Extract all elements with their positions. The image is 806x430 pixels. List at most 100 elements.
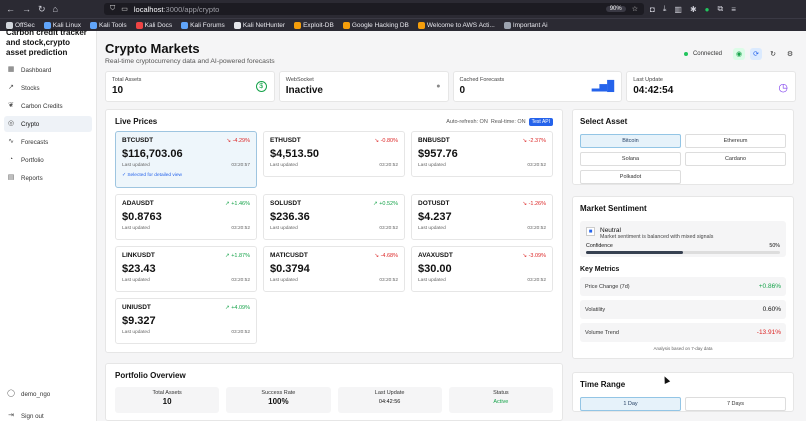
sidebar-item-portfolio[interactable]: ◔ Portfolio <box>4 152 92 168</box>
menu-icon[interactable]: ≡ <box>731 4 736 14</box>
realtime-status: Real-time: ON <box>490 118 526 125</box>
downloads-icon[interactable]: ⤓ <box>662 4 667 13</box>
card-last-updated: Last updated 03:20:52 <box>418 278 546 283</box>
test-api-button[interactable]: Test API <box>528 117 553 126</box>
shield-icon: ⛉ <box>109 5 116 12</box>
metric-label: Volume Trend <box>585 329 619 336</box>
price-card-btcusdt[interactable]: BTCUSDT ↘ -4.29% $116,703.06 Last updated 03… <box>115 131 257 188</box>
bookmark-favicon-icon <box>233 21 241 29</box>
reload-icon[interactable]: ↻ <box>38 3 46 14</box>
confidence-bar-fill <box>586 251 683 254</box>
asset-option-cardano[interactable]: Cardano <box>685 152 786 166</box>
bookmark-item[interactable]: Google Hacking DB <box>342 21 409 29</box>
card-price: $4.237 <box>418 211 452 223</box>
price-card-solusdt[interactable]: SOLUSDT ↗ +0.52% $236.36 Last updated 03:20:… <box>263 194 405 240</box>
asset-option-polkadot[interactable]: Polkadot <box>580 170 681 184</box>
forward-icon[interactable]: → <box>22 4 31 14</box>
pocket-icon[interactable]: ◘ <box>649 4 655 14</box>
settings-icon[interactable]: ⚙ <box>786 51 794 58</box>
extensions-icon[interactable]: ⧉ <box>717 4 724 13</box>
card-change-value: -0.80% <box>380 138 398 144</box>
bookmark-favicon-icon <box>89 21 97 29</box>
trend-icon: ↗ <box>8 84 14 91</box>
trend-down-icon: ↘ <box>522 201 529 207</box>
price-card-avaxusdt[interactable]: AVAXUSDT ↘ -3.09% $30.00 Last updated 03:20:… <box>411 246 553 292</box>
bookmark-label: Google Hacking DB <box>351 21 409 29</box>
price-card-bnbusdt[interactable]: BNBUSDT ↘ -2.37% $957.76 Last updated 03:20:… <box>411 131 553 177</box>
bookmark-item[interactable]: Kali Forums <box>181 21 225 29</box>
bookmark-label: Kali Linux <box>52 21 81 29</box>
card-last-updated: Last updated 03:20:52 <box>270 278 398 283</box>
card-symbol: ETHUSDT <box>270 137 301 144</box>
price-card-dotusdt[interactable]: DOTUSDT ↘ -1.26% $4.237 Last updated 03:20:5… <box>411 194 553 240</box>
price-card-adausdt[interactable]: ADAUSDT ↗ +1.46% $0.8763 Last updated 03:20:… <box>115 194 257 240</box>
zoom-level[interactable]: 90% <box>605 6 626 12</box>
bookmark-item[interactable]: Kali NetHunter <box>233 21 285 29</box>
asset-option-solana[interactable]: Solana <box>580 152 681 166</box>
sidebar-item-crypto[interactable]: ◎ Crypto <box>4 116 92 132</box>
time-range-1-day[interactable]: 1 Day <box>580 397 681 411</box>
sentiment-state: Neutral <box>600 227 621 234</box>
bookmark-item[interactable]: Exploit-DB <box>294 21 334 29</box>
price-card-maticusdt[interactable]: MATICUSDT ↘ -4.68% $0.3794 Last updated 03:2… <box>263 246 405 292</box>
price-card-ethusdt[interactable]: ETHUSDT ↘ -0.80% $4,513.50 Last updated 03:2… <box>263 131 405 177</box>
portfolio-icon: ◔ <box>8 156 14 163</box>
library-icon[interactable]: ▥ <box>674 4 682 14</box>
sidebar-item-reports[interactable]: ▤ Reports <box>4 170 92 186</box>
leaf-icon: ❦ <box>8 102 14 109</box>
card-symbol: DOTUSDT <box>418 200 450 207</box>
bookmark-item[interactable]: OffSec <box>6 21 35 29</box>
selected-note: ✓ Selected for detailed view <box>122 173 183 178</box>
last-updated-time: 03:20:52 <box>231 278 250 283</box>
card-price: $236.36 <box>270 211 310 223</box>
last-updated-label: Last updated <box>122 278 150 283</box>
sync-icon[interactable]: ⟳ <box>750 48 762 60</box>
user-account[interactable]: ◯ demo_ngo <box>4 386 92 402</box>
last-updated-time: 03:20:52 <box>231 330 250 335</box>
portfolio-stat-total-assets: Total Assets 10 <box>115 387 220 413</box>
trend-up-icon: ↗ <box>225 305 232 311</box>
card-change: ↘ -1.26% <box>522 201 546 207</box>
signout-button[interactable]: ⇥ Sign out <box>4 408 92 424</box>
bookmark-label: Kali Tools <box>98 21 127 29</box>
user-icon: ◯ <box>7 390 15 397</box>
status-text: Connected <box>692 51 722 57</box>
market-sentiment-title: Market Sentiment <box>580 204 647 213</box>
time-range-7-days[interactable]: 7 Days <box>685 397 786 411</box>
extension-green-icon[interactable]: ● <box>704 4 710 14</box>
eye-icon[interactable]: ◉ <box>733 48 745 60</box>
card-price: $116,703.06 <box>122 148 183 160</box>
asset-option-ethereum[interactable]: Ethereum <box>685 134 786 148</box>
bookmark-label: Important Ai <box>512 21 548 29</box>
bookmark-item[interactable]: Kali Docs <box>135 21 172 29</box>
sidebar-item-forecasts[interactable]: ∿ Forecasts <box>4 134 92 150</box>
back-icon[interactable]: ← <box>6 4 15 14</box>
extension-icon[interactable]: ✱ <box>689 4 697 14</box>
trend-down-icon: ↘ <box>374 253 381 259</box>
time-range-panel: Time Range 1 Day 7 Days <box>572 372 794 412</box>
sidebar-item-carbon-credits[interactable]: ❦ Carbon Credits <box>4 98 92 114</box>
sidebar-item-dashboard[interactable]: ▦ Dashboard <box>4 62 92 78</box>
price-card-uniusdt[interactable]: UNIUSDT ↗ +4.09% $9.327 Last updated 03:20:5… <box>115 298 257 344</box>
browser-toolbar: ← → ↻ ⌂ ⛉ ▭ localhost:3000/app/crypto 90… <box>0 0 806 18</box>
portfolio-overview-panel: Portfolio Overview Total Assets 10 Succe… <box>105 363 563 421</box>
bookmark-favicon-icon <box>135 21 143 29</box>
sidebar-item-stocks[interactable]: ↗ Stocks <box>4 80 92 96</box>
card-change-value: -4.29% <box>232 138 250 144</box>
price-card-linkusdt[interactable]: LINKUSDT ↗ +1.87% $23.43 Last updated 03:20:… <box>115 246 257 292</box>
refresh-icon[interactable]: ↻ <box>770 51 776 58</box>
connection-status: Connected ◉ ⟳ ↻ ⚙ <box>683 48 796 60</box>
bookmark-star-icon[interactable]: ☆ <box>631 6 638 13</box>
bookmark-item[interactable]: Important Ai <box>503 21 548 29</box>
live-prices-title: Live Prices <box>115 117 158 126</box>
home-icon[interactable]: ⌂ <box>52 4 58 14</box>
inactive-dot-icon: ● <box>436 83 441 90</box>
sidebar-item-label: Portfolio <box>21 156 44 164</box>
bookmark-item[interactable]: Welcome to AWS Acti... <box>417 21 495 29</box>
url-bar[interactable]: ⛉ ▭ localhost:3000/app/crypto 90% ☆ <box>103 3 644 15</box>
trend-down-icon: ↘ <box>374 138 381 144</box>
bookmark-item[interactable]: Kali Linux <box>43 21 81 29</box>
bookmark-item[interactable]: Kali Tools <box>89 21 127 29</box>
asset-option-bitcoin[interactable]: Bitcoin <box>580 134 681 148</box>
card-change-value: -2.37% <box>528 138 546 144</box>
